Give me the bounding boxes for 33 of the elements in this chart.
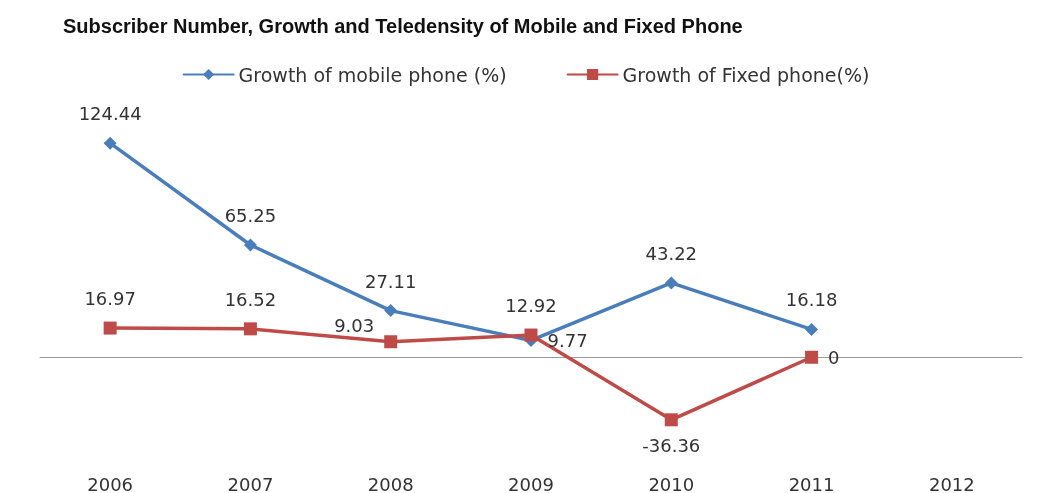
point [664,413,678,427]
data-label: 16.52 [224,288,277,310]
data-label: 43.22 [645,242,698,264]
data-label: 65.25 [224,205,277,227]
x-tick-label: 2008 [367,473,414,493]
point [805,350,819,364]
data-label: 16.18 [785,289,838,311]
data-label: 0 [828,346,840,368]
x-tick-label: 2006 [87,473,134,493]
point [103,321,117,335]
data-label: 9.77 [547,329,588,351]
point [384,304,398,318]
legend-label: Growth of mobile phone (%) [238,63,507,86]
data-label: 9.03 [334,315,375,337]
x-tick-label: 2011 [788,473,835,493]
data-label: 12.92 [505,295,557,317]
point [664,276,678,290]
legend-label: Growth of Fixed phone(%) [622,63,870,86]
x-tick-label: 2012 [928,473,975,493]
x-tick-label: 2007 [227,473,274,493]
data-label: 27.11 [364,270,417,292]
data-label: 124.44 [78,103,142,125]
data-label: 16.97 [84,288,136,310]
data-label: -36.36 [642,434,701,456]
point [243,238,257,252]
point [103,136,117,150]
point [243,322,257,336]
point [384,335,398,349]
chart-title: Subscriber Number, Growth and Teledensity of Mobile and Fixed Phone [63,15,743,37]
x-tick-label: 2009 [508,473,554,493]
point [524,328,538,342]
point [805,322,819,336]
x-tick-label: 2010 [648,473,695,493]
